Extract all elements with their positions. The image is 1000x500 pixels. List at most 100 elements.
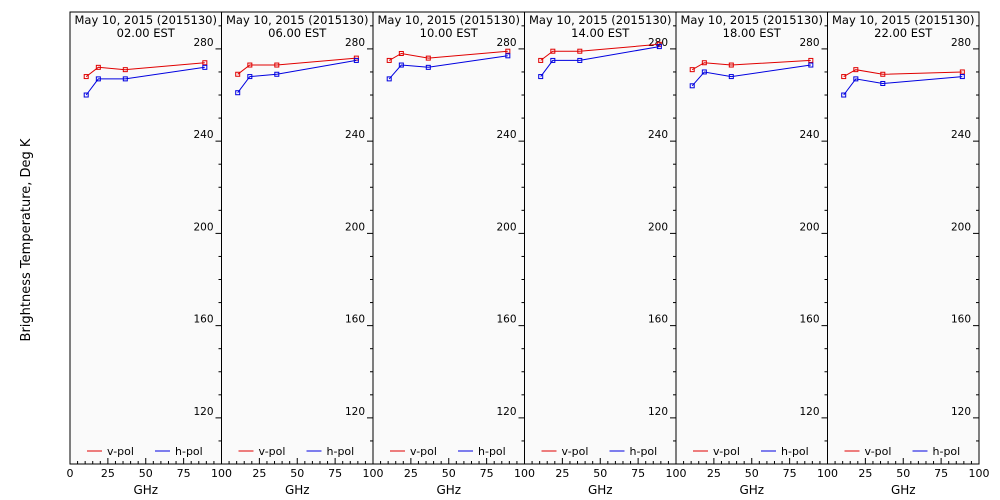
data-point-v-pol xyxy=(235,71,241,77)
x-axis-label: GHz xyxy=(285,483,310,497)
y-tick-label: 280 xyxy=(648,37,668,49)
x-tick-label: 75 xyxy=(934,467,948,480)
data-point-h-pol xyxy=(122,76,128,82)
series-line-v-pol xyxy=(843,69,963,78)
data-point-v-pol xyxy=(853,67,859,73)
panel-title: May 10, 2015 (2015130) xyxy=(378,13,521,27)
data-point-v-pol xyxy=(274,62,280,68)
x-tick-label: 100 xyxy=(211,467,232,480)
y-tick-label: 120 xyxy=(648,406,668,418)
data-point-h-pol xyxy=(701,69,707,75)
x-tick-label: 75 xyxy=(631,467,645,480)
data-point-h-pol xyxy=(83,92,89,98)
y-tick-label: 240 xyxy=(951,129,971,141)
data-point-h-pol xyxy=(274,71,280,77)
legend-label-h-pol: h-pol xyxy=(327,445,355,458)
x-axis-label: GHz xyxy=(588,483,613,497)
x-axis-label: GHz xyxy=(891,483,916,497)
y-tick-label: 120 xyxy=(496,406,516,418)
y-axis-label: Brightness Temperature, Deg K xyxy=(19,138,34,341)
data-point-h-pol xyxy=(550,57,556,63)
data-point-v-pol xyxy=(550,48,556,54)
x-axis-label: GHz xyxy=(436,483,461,497)
x-tick-label: 0 xyxy=(67,467,74,480)
x-tick-label: 100 xyxy=(514,467,535,480)
panel-1: May 10, 2015 (2015130)02.00 EST 120 160 200… xyxy=(67,11,232,497)
y-tick-label: 160 xyxy=(648,314,668,326)
data-point-v-pol xyxy=(398,51,404,57)
data-point-v-pol xyxy=(425,55,431,61)
panel-frame xyxy=(221,11,374,465)
y-tick-label: 160 xyxy=(496,314,516,326)
data-point-h-pol xyxy=(386,76,392,82)
x-tick-label: 100 xyxy=(969,467,990,480)
series-line-h-pol xyxy=(691,64,811,87)
panels: May 10, 2015 (2015130)02.00 EST120160200… xyxy=(67,11,990,497)
series-line-v-pol xyxy=(691,59,811,71)
panel-subtitle: 18.00 EST xyxy=(723,26,782,40)
legend-label-h-pol: h-pol xyxy=(933,445,961,458)
data-point-v-pol xyxy=(728,62,734,68)
y-tick-label: 280 xyxy=(951,37,971,49)
legend-label-h-pol: h-pol xyxy=(781,445,809,458)
panel-frame xyxy=(69,11,222,465)
x-axis-label: GHz xyxy=(133,483,158,497)
y-tick-label: 240 xyxy=(345,129,365,141)
x-tick-label: 100 xyxy=(817,467,838,480)
y-tick-label: 200 xyxy=(648,221,668,233)
x-tick-label: 100 xyxy=(666,467,687,480)
x-tick-label: 25 xyxy=(252,467,266,480)
data-point-v-pol xyxy=(689,67,695,73)
data-point-h-pol xyxy=(689,83,695,89)
y-tick-label: 200 xyxy=(193,221,213,233)
x-tick-label: 25 xyxy=(101,467,115,480)
data-point-v-pol xyxy=(538,57,544,63)
panel-subtitle: 22.00 EST xyxy=(874,26,933,40)
x-tick-label: 25 xyxy=(707,467,721,480)
x-axis-label: GHz xyxy=(739,483,764,497)
y-tick-label: 280 xyxy=(345,37,365,49)
y-tick-label: 240 xyxy=(799,129,819,141)
data-point-h-pol xyxy=(247,74,253,80)
y-tick-label: 120 xyxy=(951,406,971,418)
data-point-v-pol xyxy=(808,57,814,63)
data-point-v-pol xyxy=(701,60,707,66)
panel-title: May 10, 2015 (2015130) xyxy=(529,13,672,27)
x-tick-label: 50 xyxy=(593,467,607,480)
data-point-h-pol xyxy=(353,57,359,63)
x-tick-label: 50 xyxy=(896,467,910,480)
y-tick-label: 160 xyxy=(951,314,971,326)
y-tick-label: 160 xyxy=(799,314,819,326)
panel-subtitle: 10.00 EST xyxy=(420,26,479,40)
x-tick-label: 75 xyxy=(480,467,494,480)
series-line-h-pol xyxy=(388,55,508,80)
x-tick-label: 75 xyxy=(328,467,342,480)
panel-frame xyxy=(827,11,980,465)
legend-label-h-pol: h-pol xyxy=(630,445,658,458)
y-tick-label: 240 xyxy=(193,129,213,141)
data-point-h-pol xyxy=(808,62,814,68)
y-tick-label: 200 xyxy=(951,221,971,233)
panel-frame xyxy=(524,11,677,465)
data-point-v-pol xyxy=(202,60,208,66)
x-tick-label: 75 xyxy=(177,467,191,480)
data-point-v-pol xyxy=(841,74,847,80)
panel-6: May 10, 2015 (2015130)22.00 EST 120 160 200… xyxy=(827,11,990,497)
legend-label-h-pol: h-pol xyxy=(478,445,506,458)
y-tick-label: 160 xyxy=(345,314,365,326)
x-tick-label: 50 xyxy=(290,467,304,480)
y-tick-label: 280 xyxy=(496,37,516,49)
panel-2: May 10, 2015 (2015130)06.00 EST 120 160 200… xyxy=(221,11,384,497)
data-point-h-pol xyxy=(425,64,431,70)
data-point-h-pol xyxy=(853,76,859,82)
panel-title: May 10, 2015 (2015130) xyxy=(75,13,218,27)
y-tick-label: 120 xyxy=(193,406,213,418)
legend-label-v-pol: v-pol xyxy=(562,445,589,458)
x-tick-label: 50 xyxy=(745,467,759,480)
legend-label-v-pol: v-pol xyxy=(410,445,437,458)
series-line-h-pol xyxy=(843,76,963,96)
data-point-v-pol xyxy=(95,64,101,70)
series-line-v-pol xyxy=(237,57,357,75)
data-point-h-pol xyxy=(398,62,404,68)
y-tick-label: 240 xyxy=(648,129,668,141)
